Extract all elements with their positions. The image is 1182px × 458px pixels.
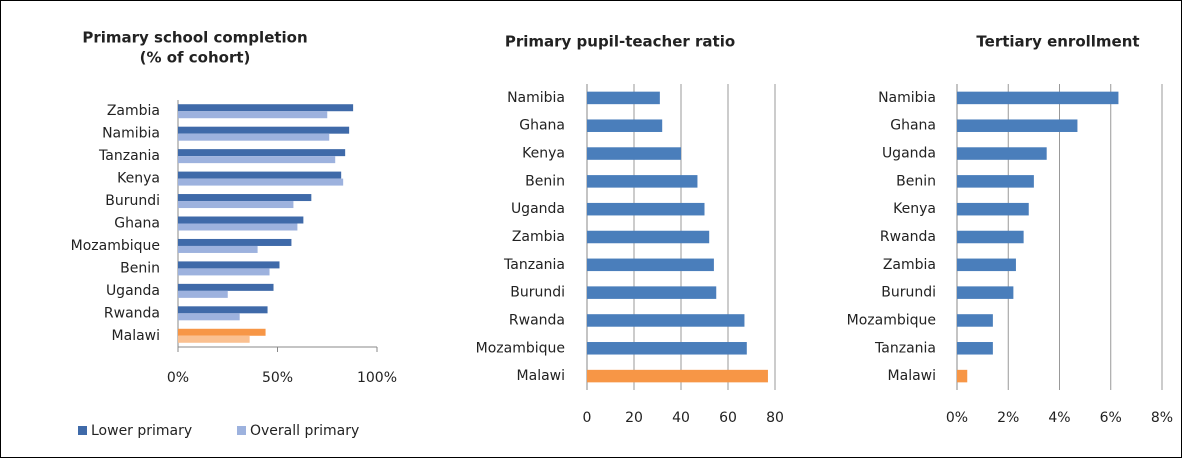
y-tick-label: Kenya bbox=[117, 171, 160, 187]
y-tick-label: Burundi bbox=[510, 285, 565, 301]
y-tick-label: Zambia bbox=[107, 103, 160, 119]
bar bbox=[957, 202, 1029, 216]
x-tick-label: 0% bbox=[946, 410, 968, 426]
x-tick-label: 0% bbox=[167, 370, 189, 386]
bar bbox=[178, 245, 258, 253]
bar bbox=[587, 175, 698, 188]
bar bbox=[957, 91, 1119, 105]
y-tick-label: Uganda bbox=[511, 201, 565, 217]
bar bbox=[957, 369, 968, 383]
bar bbox=[587, 230, 710, 244]
bar bbox=[178, 268, 270, 276]
bar bbox=[178, 201, 294, 209]
bar bbox=[178, 104, 354, 112]
x-tick-label: 20 bbox=[625, 410, 643, 426]
bar bbox=[178, 194, 312, 202]
bar bbox=[178, 156, 336, 164]
x-tick-label: 60 bbox=[719, 410, 737, 426]
y-tick-label: Namibia bbox=[102, 126, 160, 142]
y-tick-label: Rwanda bbox=[880, 229, 936, 245]
y-tick-label: Rwanda bbox=[104, 305, 160, 321]
chart-title: (% of cohort) bbox=[140, 49, 251, 67]
y-tick-label: Namibia bbox=[878, 90, 936, 106]
y-tick-label: Tanzania bbox=[98, 148, 160, 164]
bar bbox=[957, 286, 1014, 299]
bar bbox=[957, 342, 993, 355]
bar bbox=[587, 202, 705, 216]
bar bbox=[178, 149, 346, 157]
y-tick-label: Rwanda bbox=[509, 312, 565, 328]
legend-swatch bbox=[78, 426, 87, 435]
bar bbox=[178, 313, 240, 321]
y-tick-label: Zambia bbox=[883, 257, 936, 273]
bar bbox=[957, 147, 1047, 160]
bar bbox=[957, 314, 993, 327]
y-tick-label: Namibia bbox=[507, 90, 565, 106]
y-tick-label: Uganda bbox=[106, 283, 160, 299]
y-tick-label: Benin bbox=[896, 173, 936, 189]
y-tick-label: Malawi bbox=[888, 368, 936, 384]
bar bbox=[178, 223, 298, 231]
y-tick-label: Uganda bbox=[882, 146, 936, 162]
y-tick-label: Mozambique bbox=[476, 340, 565, 356]
bar bbox=[587, 147, 681, 160]
chart-title: Tertiary enrollment bbox=[976, 33, 1139, 51]
bar bbox=[178, 111, 328, 119]
x-tick-label: 40 bbox=[672, 410, 690, 426]
x-tick-label: 80 bbox=[766, 410, 784, 426]
x-tick-label: 4% bbox=[1048, 410, 1070, 426]
y-tick-label: Benin bbox=[525, 173, 565, 189]
bar bbox=[957, 119, 1078, 132]
y-tick-label: Malawi bbox=[112, 328, 160, 344]
y-tick-label: Tanzania bbox=[503, 257, 565, 273]
bar bbox=[178, 178, 344, 186]
chart-title: Primary pupil-teacher ratio bbox=[505, 33, 735, 51]
bar bbox=[957, 230, 1024, 244]
bar bbox=[178, 171, 342, 179]
chart-title: Primary school completion bbox=[82, 29, 307, 47]
y-tick-label: Tanzania bbox=[874, 340, 936, 356]
bar bbox=[587, 119, 663, 132]
x-tick-label: 8% bbox=[1151, 410, 1173, 426]
y-tick-label: Mozambique bbox=[847, 312, 936, 328]
bar bbox=[178, 133, 330, 141]
y-tick-label: Ghana bbox=[519, 118, 565, 134]
x-tick-label: 50% bbox=[262, 370, 293, 386]
y-tick-label: Ghana bbox=[890, 118, 936, 134]
bar bbox=[587, 258, 714, 272]
x-tick-label: 2% bbox=[997, 410, 1019, 426]
bar bbox=[957, 258, 1016, 272]
y-tick-label: Benin bbox=[120, 260, 160, 276]
bar bbox=[178, 261, 280, 269]
x-tick-label: 0 bbox=[583, 410, 592, 426]
legend-label: Lower primary bbox=[91, 423, 192, 439]
bar bbox=[178, 238, 292, 246]
y-tick-label: Zambia bbox=[512, 229, 565, 245]
bar bbox=[957, 175, 1034, 188]
y-tick-label: Kenya bbox=[893, 201, 936, 217]
bar bbox=[178, 290, 228, 298]
y-tick-label: Mozambique bbox=[71, 238, 160, 254]
bar bbox=[178, 328, 266, 336]
y-tick-label: Malawi bbox=[517, 368, 565, 384]
bar bbox=[178, 283, 274, 291]
y-tick-label: Burundi bbox=[105, 193, 160, 209]
y-tick-label: Ghana bbox=[114, 216, 160, 232]
x-tick-label: 100% bbox=[357, 370, 397, 386]
bar bbox=[587, 369, 768, 383]
bar bbox=[587, 91, 660, 105]
x-tick-label: 6% bbox=[1100, 410, 1122, 426]
bar bbox=[178, 126, 350, 134]
legend-swatch bbox=[237, 426, 246, 435]
bar bbox=[587, 314, 745, 327]
legend-label: Overall primary bbox=[250, 423, 359, 439]
bar bbox=[178, 216, 304, 224]
bar bbox=[178, 306, 268, 314]
y-tick-label: Burundi bbox=[881, 285, 936, 301]
bar bbox=[587, 342, 747, 355]
bar bbox=[178, 335, 250, 343]
bar bbox=[587, 286, 717, 299]
y-tick-label: Kenya bbox=[522, 146, 565, 162]
